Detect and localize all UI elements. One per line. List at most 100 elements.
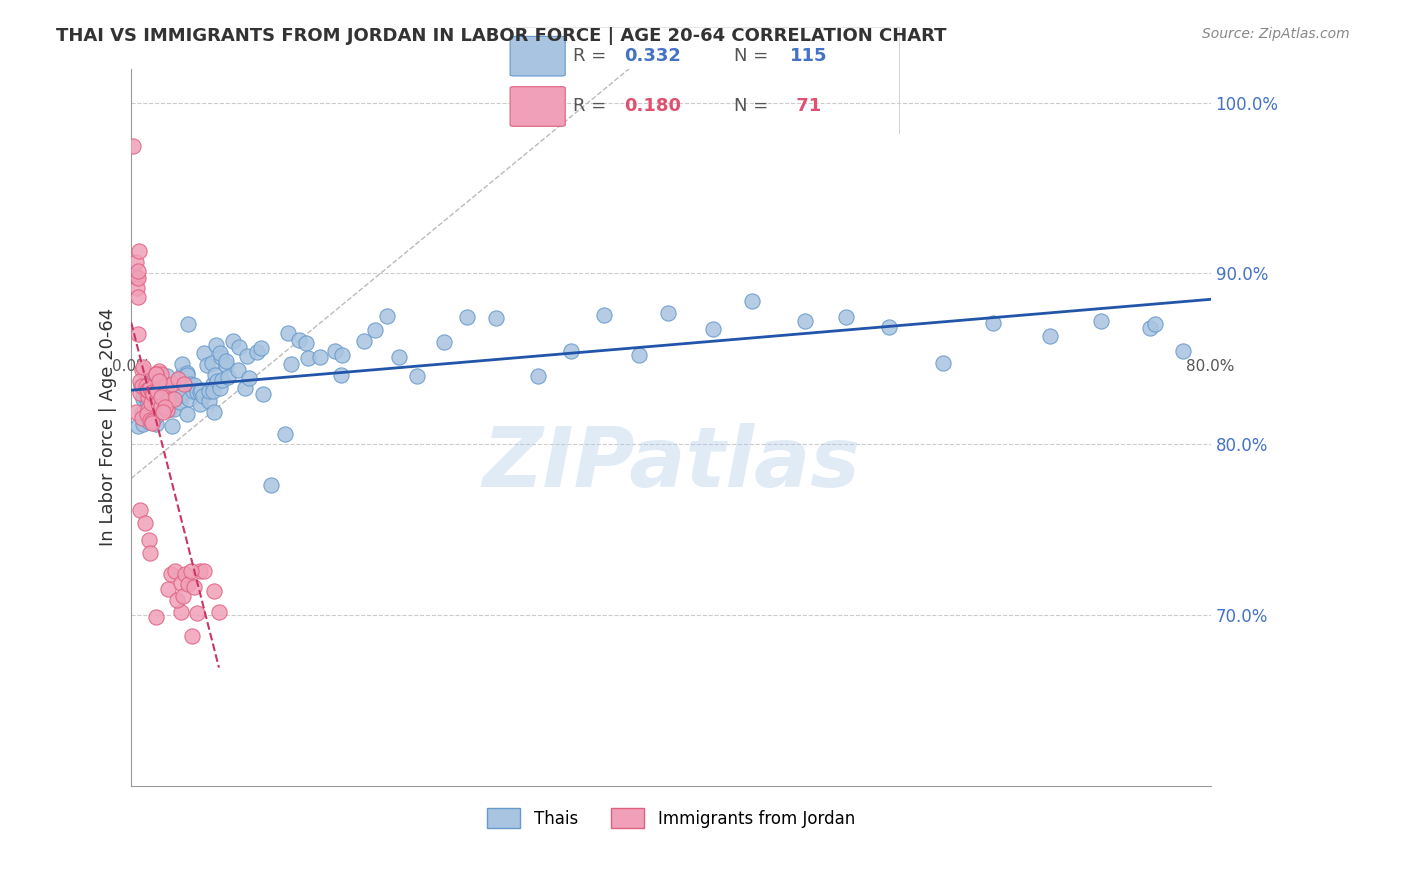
Thais [136, 396, 159, 410]
Text: 0.332: 0.332 [624, 46, 681, 64]
Thais [309, 350, 332, 364]
Thais [364, 323, 387, 337]
Immigrants from Jordan [170, 605, 193, 619]
Immigrants from Jordan [186, 606, 208, 620]
Thais [131, 390, 153, 404]
Thais [405, 368, 427, 383]
Thais [181, 384, 204, 398]
Immigrants from Jordan [177, 577, 200, 591]
Immigrants from Jordan [128, 244, 150, 259]
Thais [145, 417, 167, 431]
Thais [323, 343, 346, 358]
Immigrants from Jordan [136, 407, 159, 421]
Text: N =: N = [734, 46, 775, 64]
Thais [172, 387, 194, 401]
Thais [193, 346, 215, 360]
Thais [330, 348, 353, 362]
Thais [295, 336, 318, 351]
Thais [217, 370, 239, 384]
Immigrants from Jordan [129, 503, 152, 517]
Text: 0.0%: 0.0% [112, 359, 150, 374]
Thais [834, 310, 856, 325]
Thais [160, 383, 183, 397]
Thais [246, 345, 269, 359]
Thais [191, 389, 214, 403]
Thais [163, 401, 186, 416]
Text: ZIPatlas: ZIPatlas [482, 423, 860, 503]
Thais [1090, 314, 1112, 328]
Thais [176, 408, 198, 422]
Thais [377, 309, 399, 323]
Text: 0.180: 0.180 [624, 97, 682, 115]
Immigrants from Jordan [148, 364, 170, 378]
Immigrants from Jordan [124, 255, 146, 269]
Immigrants from Jordan [183, 580, 205, 594]
Immigrants from Jordan [136, 383, 159, 397]
Immigrants from Jordan [129, 374, 152, 388]
Immigrants from Jordan [139, 381, 162, 395]
Thais [135, 411, 157, 425]
Immigrants from Jordan [188, 564, 211, 578]
Thais [179, 392, 201, 406]
Immigrants from Jordan [139, 396, 162, 410]
Immigrants from Jordan [138, 533, 160, 548]
Thais [177, 317, 200, 331]
Immigrants from Jordan [132, 359, 155, 374]
Thais [136, 371, 159, 385]
Thais [149, 386, 172, 401]
Immigrants from Jordan [167, 372, 190, 386]
Immigrants from Jordan [165, 565, 187, 579]
Thais [170, 358, 193, 372]
Immigrants from Jordan [139, 546, 162, 560]
Thais [172, 384, 194, 399]
Thais [201, 384, 224, 398]
Thais [132, 392, 155, 407]
Immigrants from Jordan [163, 392, 186, 407]
Thais [143, 384, 166, 398]
Thais [228, 340, 250, 354]
Thais [702, 322, 724, 336]
Immigrants from Jordan [127, 290, 149, 304]
Text: Source: ZipAtlas.com: Source: ZipAtlas.com [1202, 27, 1350, 41]
Thais [1143, 318, 1166, 332]
Thais [190, 383, 212, 397]
Immigrants from Jordan [172, 589, 194, 603]
Thais [143, 395, 166, 409]
Thais [186, 385, 208, 400]
Text: R =: R = [574, 46, 612, 64]
Thais [353, 334, 375, 349]
Immigrants from Jordan [141, 414, 163, 428]
Immigrants from Jordan [134, 516, 156, 530]
Thais [209, 381, 232, 395]
Thais [277, 326, 299, 341]
Immigrants from Jordan [148, 374, 170, 388]
Thais [143, 410, 166, 425]
Immigrants from Jordan [170, 575, 193, 590]
Immigrants from Jordan [131, 411, 153, 425]
Thais [195, 358, 218, 372]
Thais [205, 374, 228, 388]
Thais [183, 378, 205, 392]
Immigrants from Jordan [152, 405, 174, 419]
Thais [156, 369, 179, 384]
Thais [209, 346, 232, 360]
Immigrants from Jordan [181, 630, 204, 644]
Thais [527, 368, 550, 383]
Thais [176, 367, 198, 381]
Immigrants from Jordan [202, 584, 225, 599]
Thais [135, 392, 157, 406]
Thais [236, 349, 259, 363]
Thais [202, 376, 225, 391]
Legend: Thais, Immigrants from Jordan: Thais, Immigrants from Jordan [481, 801, 862, 835]
Thais [141, 401, 163, 416]
Immigrants from Jordan [127, 270, 149, 285]
Thais [260, 478, 283, 492]
Immigrants from Jordan [145, 367, 167, 381]
Thais [132, 417, 155, 431]
Immigrants from Jordan [145, 610, 167, 624]
Thais [202, 405, 225, 419]
Thais [252, 387, 274, 401]
Thais [226, 363, 249, 377]
Thais [627, 348, 650, 362]
Immigrants from Jordan [145, 367, 167, 381]
